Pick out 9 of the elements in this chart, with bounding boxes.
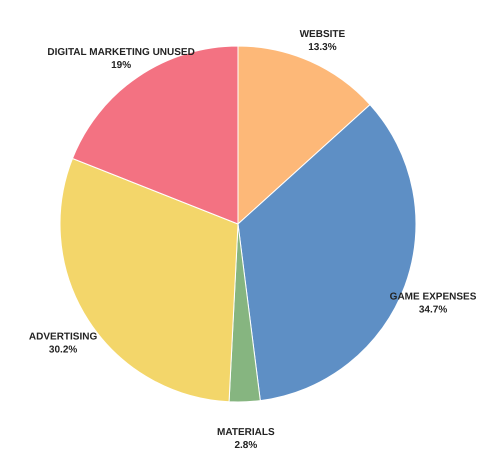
data-label: 19% bbox=[111, 60, 132, 71]
data-label: 2.8% bbox=[234, 440, 258, 451]
data-label: 30.2% bbox=[48, 344, 78, 356]
data-label: 13.3% bbox=[308, 42, 337, 53]
slice-label: WEBSITE bbox=[300, 28, 346, 40]
slice-label: DIGITAL MARKETING UNUSED bbox=[47, 46, 195, 58]
data-label: 34.7% bbox=[418, 304, 448, 316]
slice-label: ADVERTISING bbox=[28, 332, 98, 343]
slice-label: MATERIALS bbox=[217, 426, 275, 438]
